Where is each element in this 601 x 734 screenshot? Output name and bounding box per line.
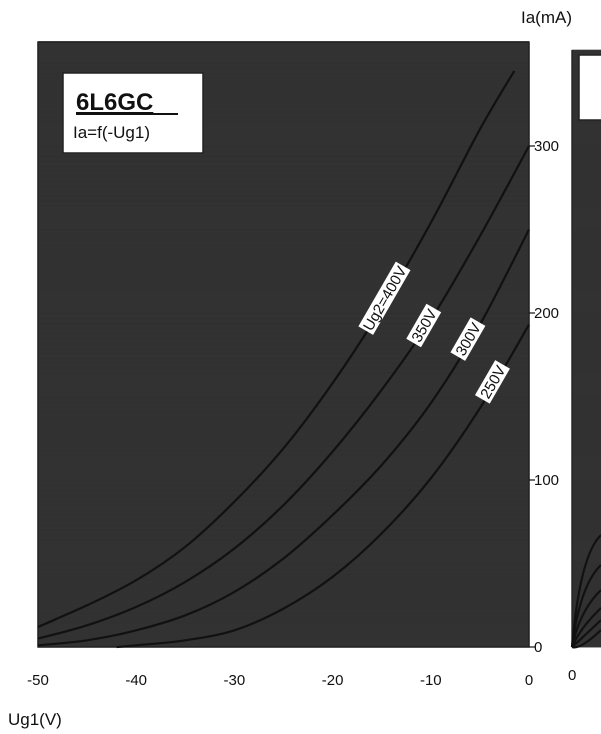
plot-frame xyxy=(37,41,530,648)
plot-grid xyxy=(37,41,530,648)
right-panel-fragment xyxy=(570,49,601,649)
